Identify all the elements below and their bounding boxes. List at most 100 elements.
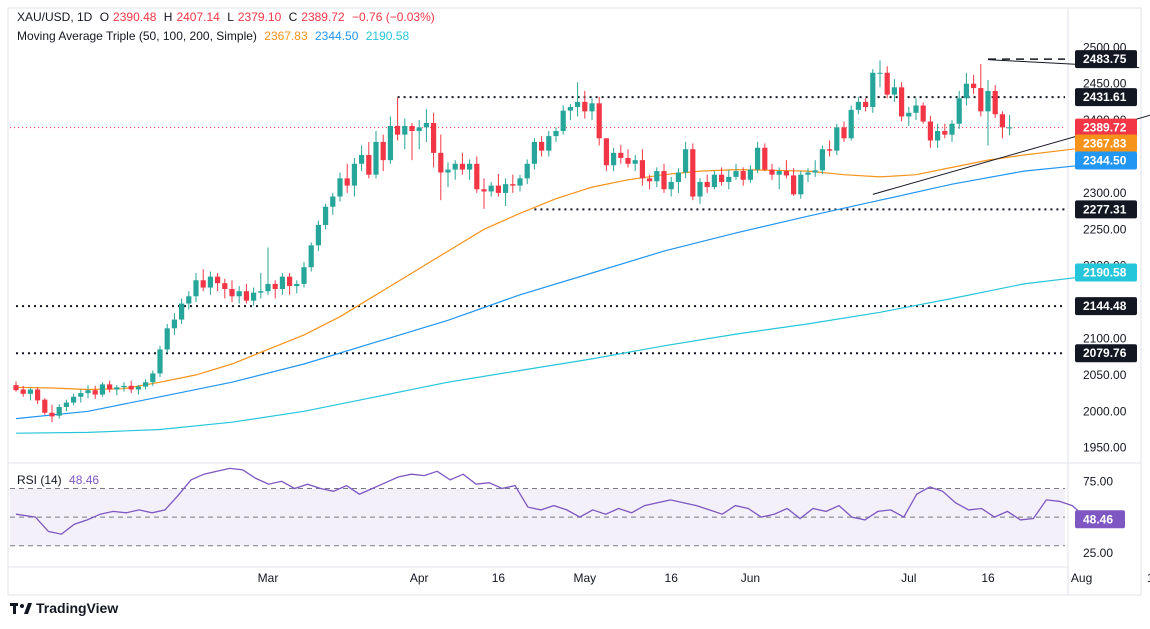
candle-body (877, 72, 883, 74)
candle-body (495, 185, 501, 193)
candle-body (783, 171, 789, 176)
candle-body (603, 138, 609, 166)
candle-body (438, 152, 444, 173)
candle-body (99, 384, 105, 395)
candle-body (215, 276, 221, 284)
candle-body (683, 149, 689, 173)
level-price-tag-label: 2079.76 (1083, 346, 1127, 360)
series-price-tag-label: 2190.58 (1083, 266, 1127, 280)
candle-body (459, 163, 465, 170)
candle-body (589, 103, 595, 112)
candle-body (387, 125, 393, 161)
candle-body (719, 174, 725, 182)
candle-body (582, 101, 588, 112)
candle-body (841, 127, 847, 139)
candle-body (308, 245, 314, 268)
candle-body (618, 152, 624, 158)
candle-body (611, 152, 617, 166)
candle-body (891, 87, 897, 95)
y-tick-label: 2300.00 (1083, 186, 1127, 200)
y-tick-label: 1950.00 (1083, 441, 1127, 455)
candle-body (762, 147, 768, 170)
sma-line-sma-50 (15, 142, 1111, 391)
candle-body (56, 406, 62, 416)
open-key: O (99, 10, 110, 24)
candle-body (315, 224, 321, 246)
candle-body (575, 101, 581, 107)
brand[interactable]: TradingView (10, 600, 118, 616)
candle-body (114, 387, 120, 390)
candle-body (402, 125, 408, 135)
candle-body (690, 149, 696, 197)
rsi-y-tick-label: 25.00 (1083, 546, 1113, 560)
candle-body (243, 291, 249, 301)
candle-body (416, 127, 422, 132)
candle-body (848, 109, 854, 139)
candle-body (359, 155, 365, 164)
indicator-name[interactable]: Moving Average Triple (50, 100, 200, Sim… (17, 29, 257, 43)
level-price-tag-label: 2144.48 (1083, 299, 1127, 313)
candle-body (49, 412, 55, 417)
candle-body (668, 181, 674, 190)
candle-body (431, 123, 437, 153)
candle-body (733, 171, 739, 177)
candle-body (488, 185, 494, 192)
candle-body (747, 169, 753, 180)
candle-body (539, 141, 545, 151)
level-price-tag (1075, 297, 1137, 316)
candle-body (920, 105, 926, 122)
candle-body (366, 155, 372, 175)
series-price-tag (1075, 118, 1137, 137)
ma100-value: 2344.50 (315, 29, 359, 43)
candle-body (251, 292, 257, 301)
candle-body (863, 101, 869, 107)
candle-body (971, 83, 977, 89)
candle-body (467, 163, 473, 170)
candle-body (704, 181, 710, 188)
candle-body (812, 170, 818, 173)
candle-body (27, 389, 33, 394)
candle-body (128, 385, 134, 390)
candle-body (35, 389, 41, 401)
candle-body (913, 105, 919, 113)
candle-body (481, 189, 487, 192)
candle-body (107, 384, 113, 390)
change-value: −0.76 (−0.03%) (352, 10, 435, 24)
level-price-tag (1075, 50, 1137, 69)
series-price-tag-label: 2367.83 (1083, 137, 1127, 151)
candle-body (229, 289, 235, 297)
candle-body (654, 171, 660, 182)
level-price-tag-label: 2431.61 (1083, 90, 1127, 104)
rsi-name[interactable]: RSI (14) (17, 473, 62, 487)
candle-body (755, 147, 761, 170)
candle-body (927, 121, 933, 141)
candle-body (143, 382, 149, 387)
candle-body (596, 103, 602, 139)
candle-body (236, 291, 242, 297)
candle-body (380, 141, 386, 161)
candle-body (85, 390, 91, 394)
symbol-label[interactable]: XAU/USD, 1D (17, 10, 93, 24)
candle-body (287, 276, 293, 287)
candle-body (819, 149, 825, 171)
candle-body (517, 178, 523, 186)
candle-body (899, 87, 905, 117)
y-tick-label: 2100.00 (1083, 332, 1127, 346)
candle-body (135, 386, 141, 390)
candle-body (445, 169, 451, 173)
x-tick-label: Mar (258, 571, 279, 585)
candle-body (769, 169, 775, 175)
candle-body (179, 303, 185, 320)
level-price-tag (1075, 200, 1137, 219)
candle-body (531, 141, 537, 164)
candle-body (409, 125, 415, 132)
candle-body (279, 276, 285, 289)
ohlc-legend: XAU/USD, 1D O 2390.48 H 2407.14 L 2379.10 C… (17, 10, 439, 24)
candle-body (150, 373, 156, 383)
y-tick-label: 2000.00 (1083, 404, 1127, 418)
series-price-tag-label: 2389.72 (1083, 121, 1127, 135)
candle-body (949, 123, 955, 135)
x-tick-label: 16 (665, 571, 679, 585)
x-tick-label: Apr (410, 571, 429, 585)
